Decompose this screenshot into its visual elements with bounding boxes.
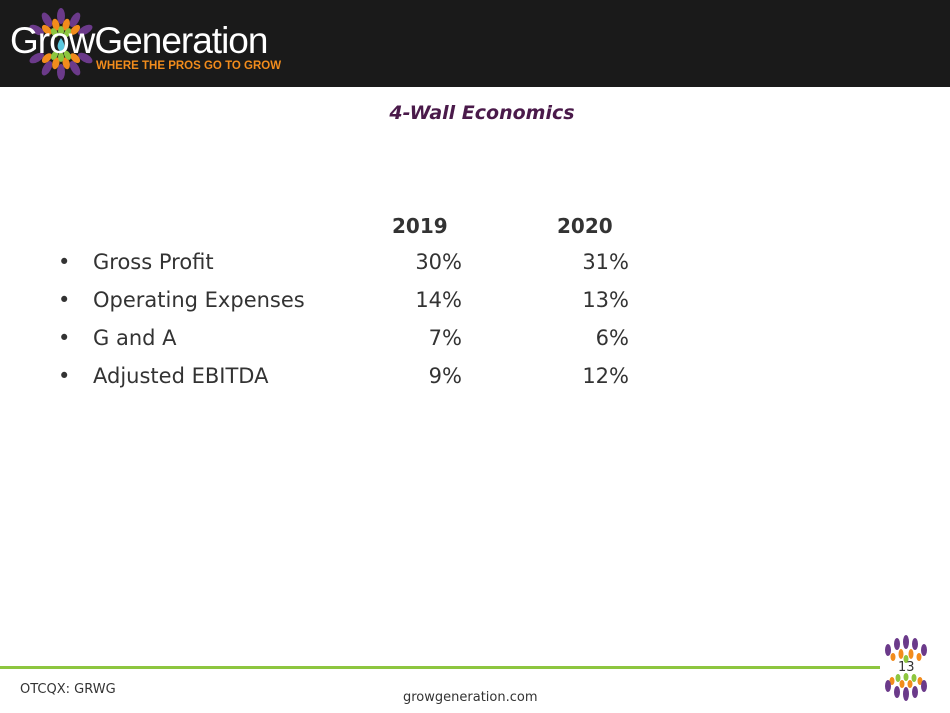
value-2020: 13% <box>582 288 629 312</box>
column-header-2020: 2020 <box>557 214 613 238</box>
value-2019: 30% <box>415 250 462 274</box>
header-bar: GrowGeneration WHERE THE PROS GO TO GROW <box>0 0 950 87</box>
list-item: • Gross Profit 30% 31% <box>58 250 658 280</box>
flower-bottom-icon <box>885 673 927 701</box>
footer-divider <box>0 666 880 669</box>
bullet-icon: • <box>58 326 71 350</box>
list-item: • Operating Expenses 14% 13% <box>58 288 658 318</box>
footer-website: growgeneration.com <box>403 690 538 705</box>
logo-text: GrowGeneration <box>10 20 268 61</box>
page-number: 13 <box>898 660 915 675</box>
row-label: Gross Profit <box>93 250 214 274</box>
value-2020: 6% <box>595 326 629 350</box>
flower-top-icon <box>885 635 927 663</box>
value-2019: 9% <box>428 364 462 388</box>
bullet-icon: • <box>58 288 71 312</box>
bullet-icon: • <box>58 250 71 274</box>
row-label: Operating Expenses <box>93 288 305 312</box>
bullet-icon: • <box>58 364 71 388</box>
logo-tagline: WHERE THE PROS GO TO GROW <box>96 60 282 72</box>
footer-ticker: OTCQX: GRWG <box>20 682 116 697</box>
value-2020: 31% <box>582 250 629 274</box>
column-header-2019: 2019 <box>392 214 448 238</box>
growgeneration-logo: GrowGeneration WHERE THE PROS GO TO GROW <box>8 6 293 82</box>
list-item: • Adjusted EBITDA 9% 12% <box>58 364 658 394</box>
value-2020: 12% <box>582 364 629 388</box>
slide-title: 4-Wall Economics <box>389 102 575 124</box>
row-label: Adjusted EBITDA <box>93 364 269 388</box>
value-2019: 7% <box>428 326 462 350</box>
flower-logo-icon <box>29 8 93 80</box>
value-2019: 14% <box>415 288 462 312</box>
row-label: G and A <box>93 326 177 350</box>
list-item: • G and A 7% 6% <box>58 326 658 356</box>
